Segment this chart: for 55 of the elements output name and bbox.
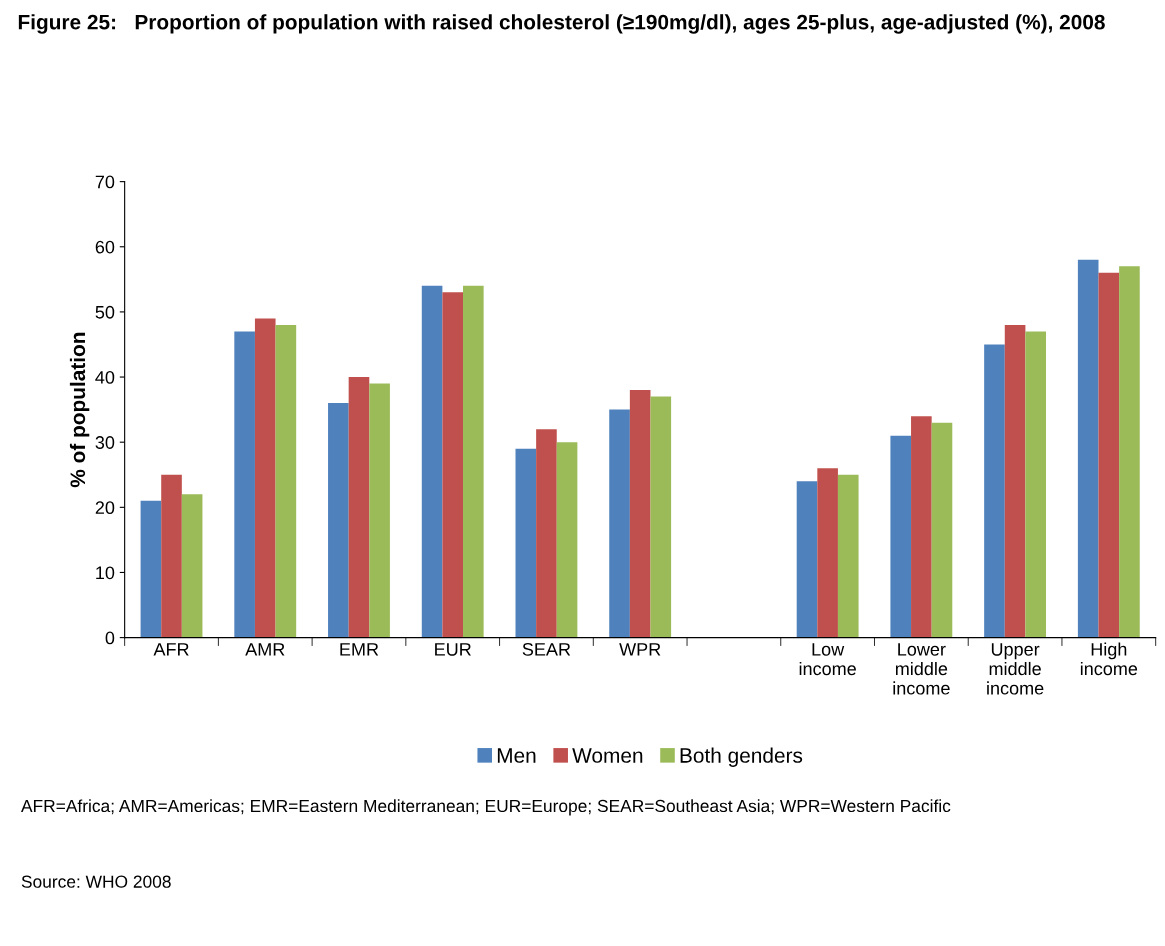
bar xyxy=(348,377,370,638)
bar xyxy=(890,435,912,638)
source-note: Source: WHO 2008 xyxy=(21,875,171,888)
y-tick-label: 20 xyxy=(95,501,115,515)
bar xyxy=(515,448,537,638)
bar xyxy=(911,416,932,638)
bar xyxy=(234,331,255,638)
bar xyxy=(140,500,162,638)
x-tick-label: Upper middle income xyxy=(987,643,1044,695)
bar xyxy=(369,383,390,638)
bar xyxy=(275,324,297,638)
y-tick-label: 50 xyxy=(95,305,115,319)
bar xyxy=(1004,324,1026,638)
bar xyxy=(254,318,276,638)
bar xyxy=(442,292,464,638)
x-tick-label: EUR xyxy=(435,643,471,656)
y-tick-label: 30 xyxy=(95,436,115,449)
bar xyxy=(609,409,630,638)
x-tick-label: High income xyxy=(1080,642,1138,676)
bar xyxy=(984,344,1005,638)
x-tick-label: WPR xyxy=(619,643,661,656)
y-tick-label: 70 xyxy=(95,175,115,189)
bar xyxy=(181,494,203,638)
bar xyxy=(463,285,484,638)
bar xyxy=(796,481,818,638)
y-axis-title: % of population xyxy=(69,332,90,488)
x-tick-label: EMR xyxy=(340,643,379,656)
chart-title: Figure 25: Proportion of population with raised cholesterol (≥190mg/dl), ages 25-plus, age-adjusted (%), 2008 xyxy=(18,14,1105,34)
bar xyxy=(1098,272,1120,638)
legend-label: Women xyxy=(572,748,643,763)
y-tick-label: 40 xyxy=(95,370,115,384)
bar xyxy=(421,285,443,638)
x-tick-label: SEAR xyxy=(522,642,571,656)
bar xyxy=(536,429,557,638)
x-tick-label: AFR xyxy=(153,643,189,656)
y-tick-label: 10 xyxy=(96,566,115,580)
legend-label: Both genders xyxy=(680,747,803,767)
bar xyxy=(837,474,859,638)
y-tick-label: 60 xyxy=(95,240,115,254)
bar xyxy=(1025,331,1047,638)
bar xyxy=(556,442,578,638)
bar xyxy=(328,403,349,638)
bar xyxy=(629,390,651,638)
bar xyxy=(931,422,953,638)
bar xyxy=(161,474,182,638)
x-tick-label: Low income xyxy=(799,643,856,676)
y-tick-label: 0 xyxy=(105,631,115,645)
bar xyxy=(1077,259,1099,638)
bar xyxy=(650,396,672,638)
bar xyxy=(1119,266,1140,638)
bar xyxy=(817,468,838,638)
x-tick-label: Lower middle income xyxy=(893,643,950,695)
x-tick-label: AMR xyxy=(245,643,285,656)
legend-label: Men xyxy=(497,748,536,763)
text: AFR=Africa; AMR=Americas; EMR=Eastern Mediterranean; EUR=Europe; SEAR=Southeast Asia; WPR=Western Pacific xyxy=(21,799,951,816)
